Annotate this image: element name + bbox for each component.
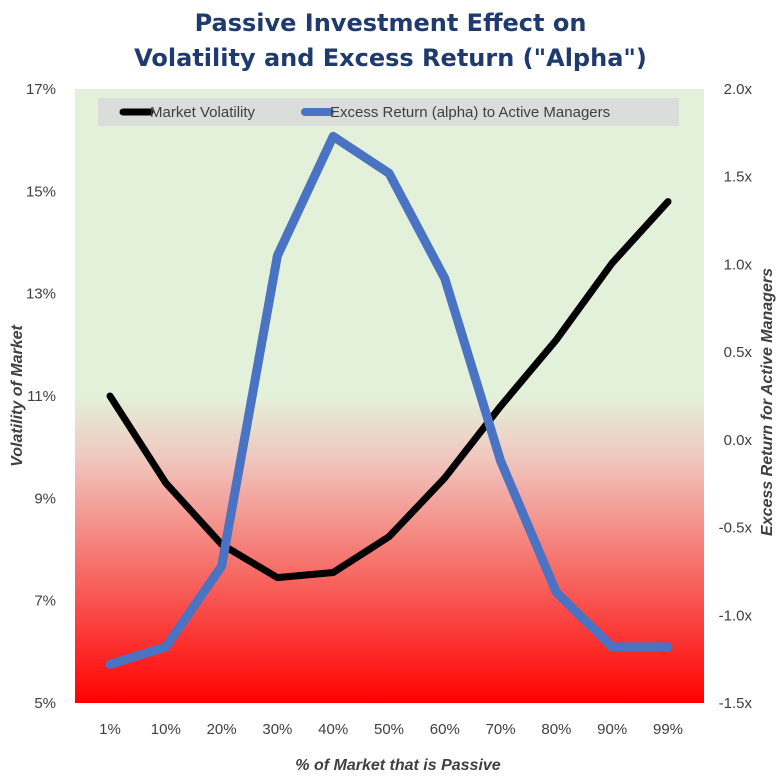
y-right-tick-label: 0.0x bbox=[724, 432, 753, 449]
chart-title-line1: Passive Investment Effect on bbox=[194, 9, 587, 37]
x-axis-ticks: 1% 10% 20% 30% 40% 50% 60% 70% 80% 90% 99% bbox=[99, 721, 683, 738]
x-tick-label: 70% bbox=[486, 721, 516, 738]
y-left-tick-label: 7% bbox=[34, 593, 56, 610]
right-axis-ticks: -1.5x -1.0x -0.5x 0.0x 0.5x 1.0x 1.5x 2.0x bbox=[719, 81, 753, 712]
y-left-tick-label: 15% bbox=[26, 183, 56, 200]
x-tick-label: 60% bbox=[430, 721, 460, 738]
x-tick-label: 1% bbox=[99, 721, 121, 738]
x-tick-label: 30% bbox=[262, 721, 292, 738]
x-tick-label: 90% bbox=[597, 721, 627, 738]
legend-label-excess-return: Excess Return (alpha) to Active Managers bbox=[330, 104, 610, 121]
y-left-tick-label: 17% bbox=[26, 81, 56, 98]
chart-title-line2: Volatility and Excess Return ("Alpha") bbox=[134, 44, 647, 72]
chart-title: Passive Investment Effect on Volatility … bbox=[0, 6, 781, 76]
y-axis-right-title: Excess Return for Active Managers bbox=[759, 268, 776, 536]
legend-label-market-volatility: Market Volatility bbox=[150, 104, 256, 121]
x-tick-label: 50% bbox=[374, 721, 404, 738]
series-layer bbox=[105, 131, 673, 669]
y-right-tick-label: 2.0x bbox=[724, 81, 753, 98]
y-right-tick-label: -1.5x bbox=[719, 695, 753, 712]
legend: Market Volatility Excess Return (alpha) … bbox=[98, 98, 679, 126]
x-tick-label: 99% bbox=[653, 721, 683, 738]
y-left-tick-label: 11% bbox=[27, 388, 56, 405]
x-tick-label: 10% bbox=[151, 721, 181, 738]
legend-background bbox=[98, 98, 679, 126]
x-tick-label: 40% bbox=[318, 721, 348, 738]
y-left-tick-label: 13% bbox=[26, 286, 56, 303]
y-right-tick-label: -0.5x bbox=[719, 520, 753, 537]
y-left-tick-label: 9% bbox=[34, 490, 56, 507]
x-tick-label: 20% bbox=[207, 721, 237, 738]
y-right-tick-label: 1.5x bbox=[724, 169, 753, 186]
y-right-tick-label: -1.0x bbox=[719, 607, 753, 624]
y-axis-left-title: Volatility of Market bbox=[9, 325, 26, 467]
x-tick-label: 80% bbox=[541, 721, 571, 738]
left-axis-ticks: 5% 7% 9% 11% 13% 15% 17% bbox=[26, 81, 56, 712]
y-right-tick-label: 1.0x bbox=[724, 256, 753, 273]
y-left-tick-label: 5% bbox=[34, 695, 56, 712]
x-axis-title: % of Market that is Passive bbox=[295, 757, 501, 774]
y-right-tick-label: 0.5x bbox=[724, 344, 753, 361]
plot-background bbox=[75, 89, 704, 703]
